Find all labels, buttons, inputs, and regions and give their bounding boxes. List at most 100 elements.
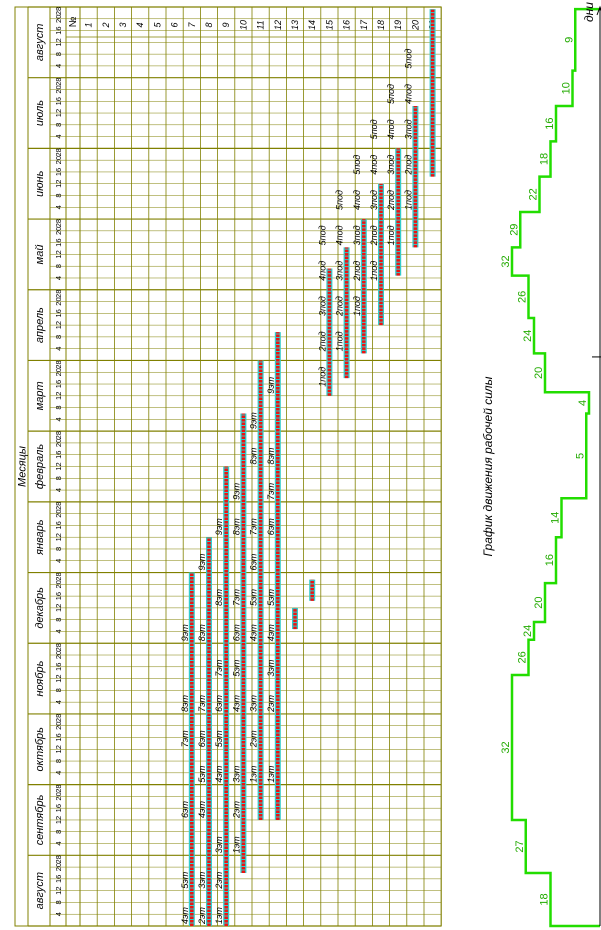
workforce-value-label: 14 [550,512,562,524]
day-tick-label: 28 [54,784,63,792]
task-bars [188,9,436,926]
task-label: 2эт [214,871,224,889]
day-tick-label: 12 [54,533,63,541]
month-label: декабрь [34,587,46,629]
day-tick-label: 8 [54,618,63,622]
workforce-title: График движения рабочей силы [481,376,495,556]
month-label: сентябрь [34,794,46,845]
row-number: 19 [393,20,403,30]
day-tick-label: 16 [54,97,63,105]
row-number: 4 [135,22,145,27]
day-tick-label: 28 [54,855,63,863]
task-label: 2под [369,225,379,246]
row-number: 3 [118,22,128,27]
day-tick-label: 4 [54,559,63,563]
day-tick-label: 4 [54,135,63,139]
workforce-value-label: 24 [522,625,534,637]
task-label: 1под [369,261,379,281]
workforce-value-label: 16 [544,118,556,130]
task-label: 6эт [231,624,241,641]
day-tick-label: 20 [54,156,63,164]
task-label: 5под [335,190,345,210]
day-tick-label: 20 [54,509,63,517]
task-label: 7эт [231,588,241,605]
workforce-value-label: 5 [574,453,586,459]
task-label: 5эт [180,871,190,888]
task-label: 3под [369,190,379,210]
day-tick-label: 12 [54,886,63,894]
task-label: 1под [335,331,345,351]
day-tick-label: 20 [54,227,63,235]
day-tick-label: 12 [54,674,63,682]
task-label: 5эт [231,659,241,676]
task-label: 6эт [180,801,190,818]
task-labels: 4эт 5эт 6эт 7эт 8эт 9эт 2эт 3эт 4эт 5эт 6эт 7эт 8эт 9… [180,49,414,925]
workforce-axis-label: дни [582,2,596,22]
day-tick-label: 8 [54,900,63,904]
month-label: март [34,381,46,410]
task-label: 4эт [214,765,224,782]
task-label: 7эт [197,694,207,711]
month-label: октябрь [34,727,46,772]
row-number: 13 [290,20,300,30]
row-number: 7 [187,22,197,28]
row-number: 12 [273,20,283,30]
workforce-value-label: 32 [500,741,512,753]
task-label: 5эт [197,765,207,782]
task-label: 7эт [214,659,224,676]
task-label: 4эт [231,694,241,711]
month-label: август [34,872,46,909]
day-tick-label: 16 [54,521,63,529]
task-label: 4под [369,155,379,175]
day-tick-label: 8 [54,406,63,410]
day-tick-label: 28 [54,360,63,368]
day-tick-label: 12 [54,250,63,258]
day-tick-label: 16 [54,733,63,741]
day-tick-label: 28 [54,502,63,510]
month-label: ноябрь [34,660,46,696]
task-label: 2эт [197,907,207,925]
day-tick-label: 16 [54,309,63,317]
task-label: 4под [403,84,413,104]
row-number: 2 [101,22,111,28]
day-tick-label: 28 [54,714,63,722]
row-number: 18 [376,20,386,30]
day-tick-label: 28 [54,148,63,156]
row-number: 1 [84,22,94,27]
row-number: 9 [221,22,231,27]
task-label: 3эт [266,659,276,676]
task-label: 5эт [214,730,224,747]
day-tick-label: 8 [54,830,63,834]
day-tick-label: 4 [54,417,63,421]
task-label: 8эт [266,447,276,464]
day-tick-label: 16 [54,238,63,246]
day-tick-label: 20 [54,85,63,93]
workforce-value-label: 26 [517,651,529,663]
day-tick-label: 12 [54,392,63,400]
row-number: 8 [204,22,214,27]
day-tick-label: 8 [54,123,63,127]
task-label: 8эт [180,694,190,711]
workforce-value-label: 29 [508,224,520,236]
task-label: 6эт [249,553,259,570]
task-label: 7эт [266,482,276,499]
day-tick-label: 20 [54,651,63,659]
month-label: февраль [34,444,46,489]
task-label: 5под [403,49,413,69]
task-label: 4эт [197,801,207,818]
day-tick-label: 16 [54,26,63,34]
task-label: 2под [352,261,362,282]
task-label: 8эт [214,588,224,605]
day-tick-label: 20 [54,863,63,871]
month-label: август [34,24,46,61]
day-tick-label: 12 [54,604,63,612]
task-label: 9эт [197,553,207,570]
day-tick-label: 8 [54,52,63,56]
task-label: 4под [352,190,362,210]
workforce-value-label: 20 [533,367,545,379]
day-tick-label: 4 [54,771,63,775]
row-number: 17 [359,19,369,30]
task-label: 2эт [249,730,259,748]
